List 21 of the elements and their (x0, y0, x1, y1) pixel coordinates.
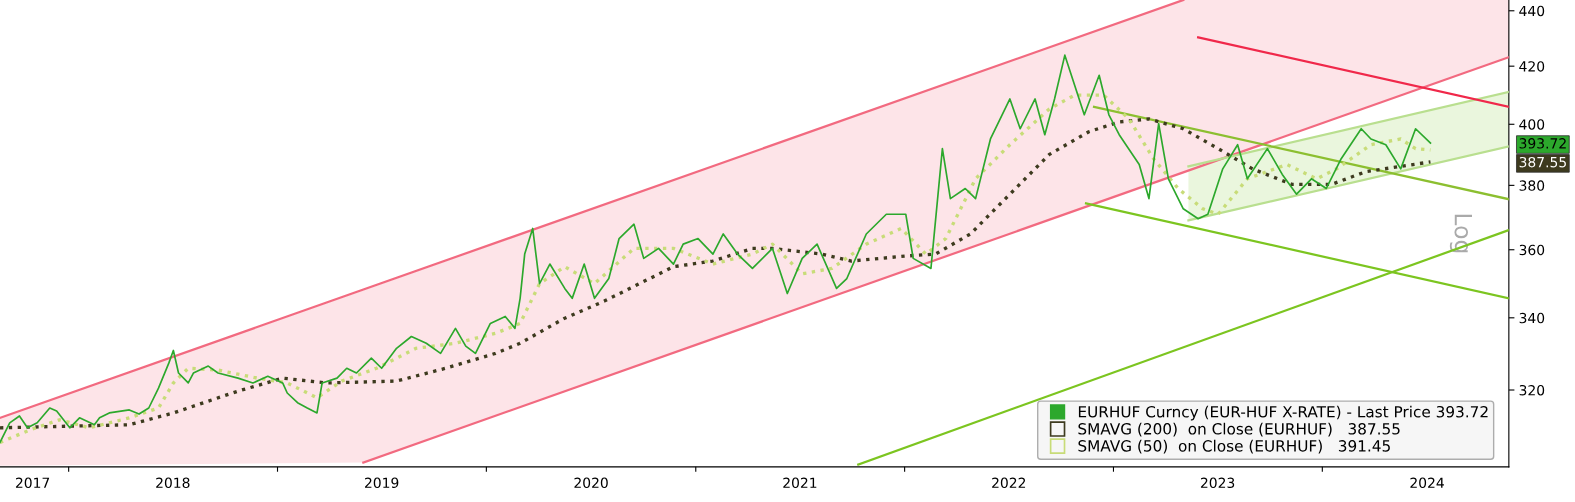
y-tick-label: 380 (1519, 180, 1545, 191)
y-axis-title: Log (1449, 214, 1472, 253)
y-tick-label: 420 (1519, 61, 1545, 72)
x-tick-label: 2022 (992, 477, 1026, 489)
legend-label: SMAVG (200) on Close (EURHUF) 387.55 (1078, 422, 1400, 437)
x-tick-label: 2023 (1200, 477, 1235, 489)
y-tick-label: 393.72 (1519, 138, 1566, 149)
y-tick-label: 320 (1519, 384, 1545, 396)
x-tick-label: 2020 (574, 477, 608, 489)
x-tick-label: 2021 (783, 477, 817, 489)
x-tick-label: 2019 (364, 477, 399, 489)
y-tick-label: 360 (1519, 244, 1545, 256)
x-tick-label: 2024 (1410, 477, 1444, 489)
x-tick-label: 2017 (15, 477, 50, 489)
x-tick-label: 2018 (156, 477, 190, 489)
y-tick-label: 440 (1519, 5, 1545, 17)
legend-label: SMAVG (50) on Close (EURHUF) 391.45 (1078, 439, 1390, 454)
y-tick-label: 387.55 (1519, 156, 1566, 168)
y-tick-label: 340 (1519, 312, 1545, 324)
y-tick-label: 400 (1519, 119, 1545, 130)
legend-label: EURHUF Curncy (EUR-HUF X-RATE) - Last Price 393.72 (1078, 405, 1488, 421)
